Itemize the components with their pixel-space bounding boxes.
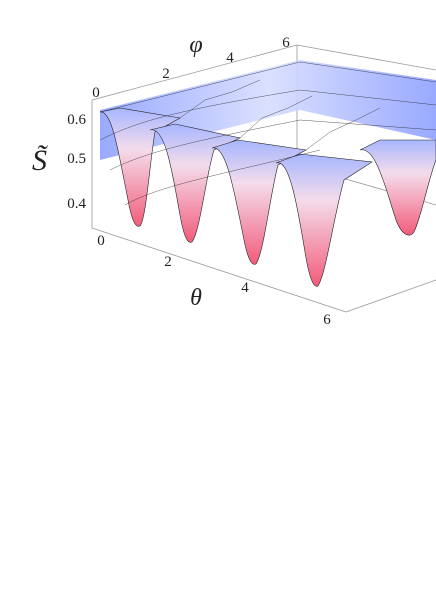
y-axis-title: φ [189, 32, 202, 58]
y-tick-label: 4 [226, 50, 234, 66]
surface-valley-1 [99, 107, 181, 227]
z-axis-title: S̃ [32, 144, 48, 177]
y-tick-label: 2 [162, 66, 170, 82]
surface-mesh [99, 61, 436, 206]
surface [99, 60, 436, 287]
z-tick-label: 0.6 [67, 112, 86, 128]
y-tick-label: 6 [282, 35, 290, 51]
z-axis: 0.4 0.5 0.6 S̃ [32, 112, 87, 212]
surface-valley-5 [359, 139, 436, 236]
z-tick-label: 0.5 [67, 151, 86, 167]
x-axis-title: θ [190, 285, 202, 311]
surface-valley-3 [211, 139, 307, 265]
surface-valley-4 [275, 153, 373, 287]
y-axis: 0 2 4 6 φ [92, 32, 290, 101]
x-axis: 0 2 4 6 θ [97, 233, 331, 328]
x-tick-label: 4 [241, 280, 249, 296]
x-tick-label: 0 [97, 233, 105, 249]
z-tick-label: 0.4 [67, 196, 86, 212]
surface-valley-2 [149, 123, 241, 243]
x-tick-label: 2 [164, 254, 172, 270]
x-tick-label: 6 [323, 312, 331, 328]
y-tick-label: 0 [92, 85, 100, 101]
